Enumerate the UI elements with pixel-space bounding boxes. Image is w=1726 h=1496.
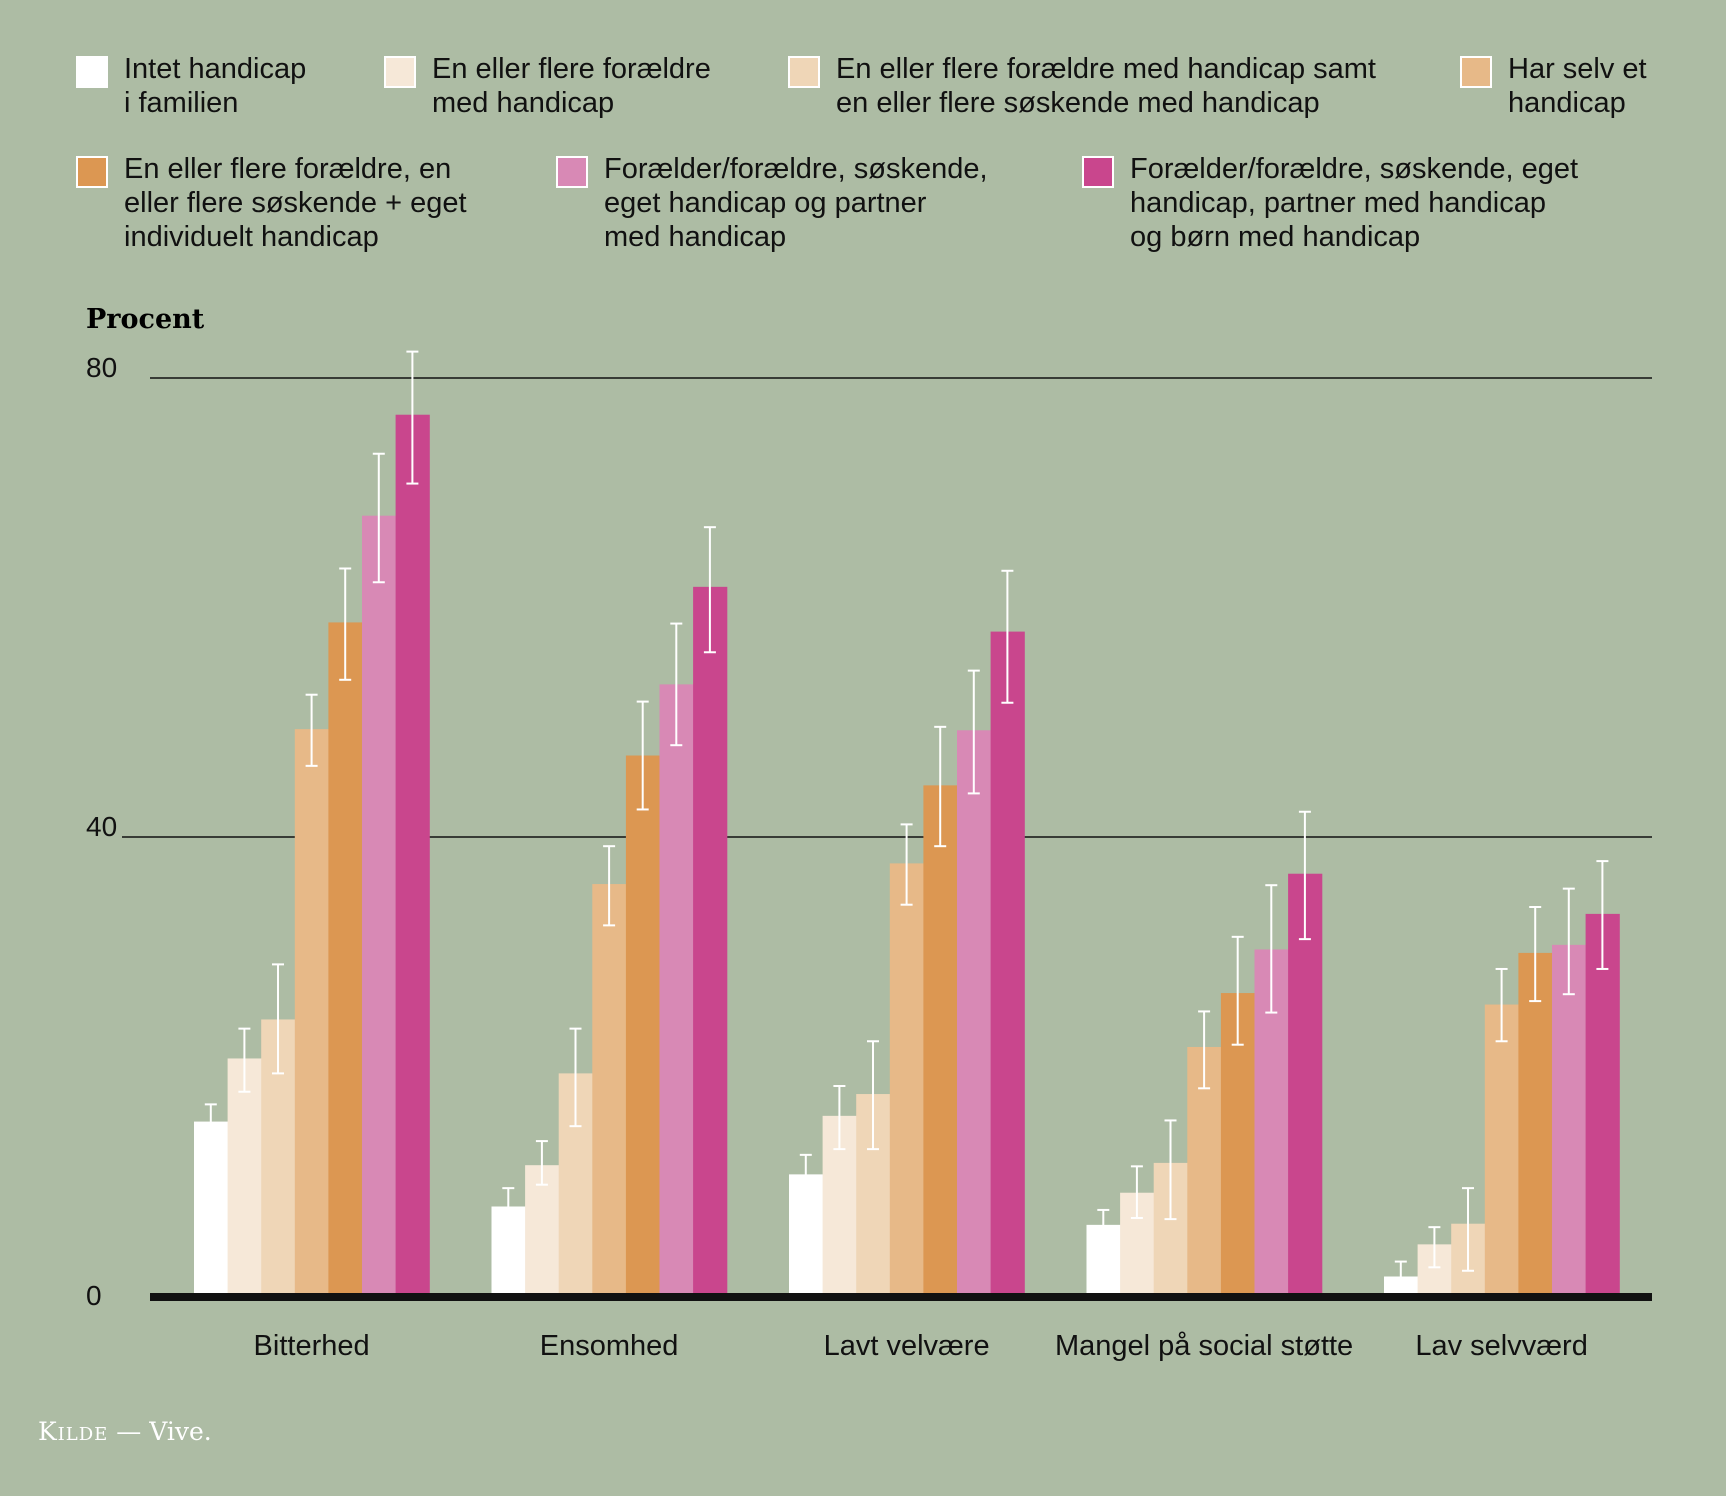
bar — [362, 515, 397, 1296]
legend-item: Intet handicap i familien — [76, 52, 306, 120]
legend-swatch — [1082, 156, 1114, 188]
legend-swatch — [556, 156, 588, 188]
legend-label: Intet handicap i familien — [124, 53, 307, 119]
legend-item: En eller flere forældre, en eller flere … — [76, 152, 467, 254]
bar — [592, 884, 627, 1296]
legend-item: Forælder/forældre, søskende, eget handic… — [556, 152, 988, 254]
legend-swatch — [1460, 56, 1492, 88]
legend-label: Har selv et handicap — [1508, 53, 1647, 119]
bar — [525, 1165, 560, 1296]
bar — [328, 622, 363, 1296]
legend-item: Forælder/forældre, søskende, eget handic… — [1082, 152, 1578, 254]
x-category-label: Ensomhed — [540, 1330, 679, 1362]
bar — [693, 586, 728, 1296]
y-tick-label: 40 — [86, 811, 117, 842]
bar — [1384, 1276, 1419, 1296]
bars — [194, 414, 1620, 1297]
bar — [625, 755, 661, 1296]
bar — [789, 1174, 824, 1296]
bar — [923, 785, 958, 1296]
legend-swatch — [76, 156, 108, 188]
legend-swatch — [384, 56, 416, 88]
x-category-label: Lavt velvære — [824, 1330, 990, 1362]
bar — [1484, 1004, 1519, 1296]
axes: 0 40 80 Bitterhed Ensomhed Lavt velvære Mangel… — [86, 352, 1652, 1362]
error-bars — [204, 350, 1609, 1280]
legend-label: Forælder/forældre, søskende, eget handic… — [604, 153, 988, 253]
x-category-label: Lav selvværd — [1415, 1330, 1587, 1362]
bar — [1288, 873, 1323, 1296]
y-tick-label: 0 — [86, 1280, 102, 1311]
legend-swatch — [76, 56, 108, 88]
legend-label: En eller flere forældre med handicap sam… — [836, 53, 1376, 119]
legend-swatch — [788, 56, 820, 88]
bar — [990, 631, 1025, 1296]
legend-label: En eller flere forældre med handicap — [432, 53, 711, 119]
bar — [1086, 1224, 1121, 1296]
source-text: Vive. — [149, 1417, 212, 1446]
legend: Intet handicap i familien En eller flere … — [0, 0, 1726, 280]
source-dash: — — [116, 1417, 142, 1446]
legend-label: Forælder/forældre, søskende, eget handic… — [1130, 153, 1579, 253]
legend-label: En eller flere forældre, en eller flere … — [124, 153, 467, 253]
bar — [1518, 952, 1553, 1296]
x-category-label: Bitterhed — [254, 1330, 370, 1362]
bar — [659, 684, 694, 1296]
bar — [957, 730, 992, 1296]
bar-chart: Procent 0 40 80 Bitterhed Ensomhed Lavt velvæ… — [86, 304, 1652, 1362]
y-tick-label: 80 — [86, 352, 117, 383]
bar — [194, 1121, 229, 1296]
bar — [889, 863, 924, 1296]
legend-item: En eller flere forældre med handicap — [384, 52, 711, 120]
bar — [395, 414, 430, 1297]
bar — [1585, 913, 1620, 1296]
bar — [227, 1058, 262, 1296]
legend-item: En eller flere forældre med handicap sam… — [788, 52, 1376, 120]
source-label: Kilde — [38, 1417, 109, 1446]
legend-item: Har selv et handicap — [1460, 52, 1647, 120]
bar — [491, 1206, 526, 1296]
source-note: Kilde — Vive. — [38, 1417, 212, 1446]
bar — [294, 729, 329, 1296]
y-axis-title: Procent — [86, 304, 205, 335]
x-axis-baseline — [150, 1293, 1652, 1301]
x-category-label: Mangel på social støtte — [1055, 1330, 1353, 1362]
bar — [1552, 944, 1587, 1296]
